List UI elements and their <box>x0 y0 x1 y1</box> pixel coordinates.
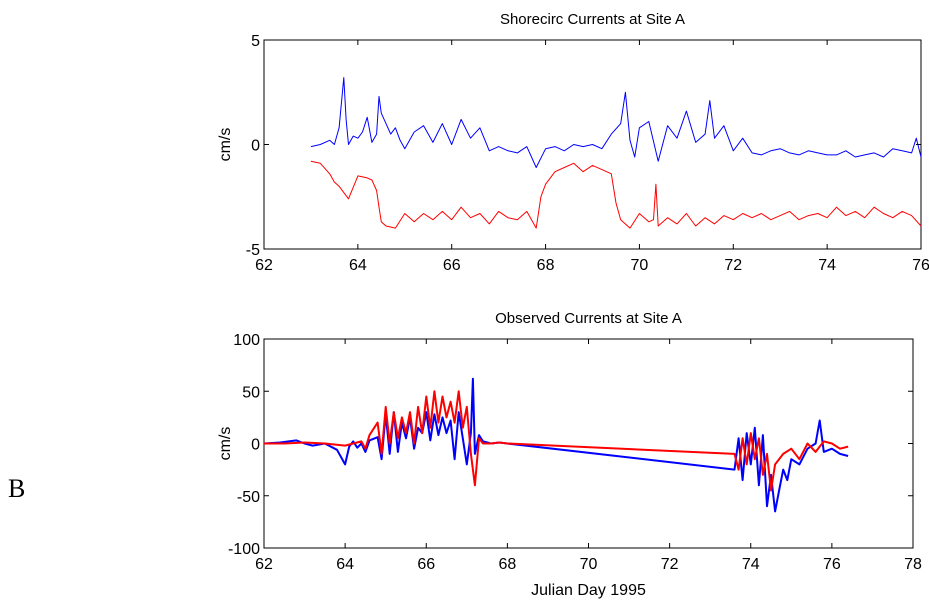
x-tick-label: 78 <box>904 556 922 573</box>
series-line-red <box>264 390 849 492</box>
y-tick-label: -5 <box>246 242 260 259</box>
y-tick-label: 100 <box>233 332 260 349</box>
y-tick-label: -100 <box>228 541 260 558</box>
x-tick-label: 74 <box>742 556 760 573</box>
panel-letter: B <box>8 474 26 503</box>
chart-shorecirc: 62 64 66 68 70 72 74 76 -5 0 5 Shorecirc Currents a… <box>217 11 929 274</box>
series-line-blue <box>310 77 922 168</box>
y-axis-label: cm/s <box>217 427 234 461</box>
chart-title: Observed Currents at Site A <box>495 310 682 327</box>
chart-observed: 62 64 66 68 70 72 74 76 78 -100 -50 0 50 100 Observed … <box>217 310 922 599</box>
x-tick-label: 72 <box>661 556 679 573</box>
x-tick-label: 62 <box>255 257 273 274</box>
x-tick-label: 74 <box>818 257 836 274</box>
x-tick-label: 62 <box>255 556 273 573</box>
x-tick-label: 76 <box>823 556 841 573</box>
y-tick-label: 0 <box>251 437 260 454</box>
x-tick-label: 66 <box>443 257 461 274</box>
x-tick-label: 68 <box>498 556 516 573</box>
y-tick-label: 5 <box>251 33 260 50</box>
x-tick-label: 68 <box>537 257 555 274</box>
y-tick-label: 0 <box>251 138 260 155</box>
x-axis-label: Julian Day 1995 <box>531 582 646 599</box>
x-tick-label: 66 <box>417 556 435 573</box>
x-tick-label: 72 <box>724 257 742 274</box>
y-tick-label: -50 <box>237 489 260 506</box>
x-tick-label: 76 <box>912 257 929 274</box>
chart-title: Shorecirc Currents at Site A <box>500 11 685 28</box>
x-tick-label: 70 <box>631 257 649 274</box>
x-tick-label: 64 <box>336 556 354 573</box>
y-tick-label: 50 <box>242 384 260 401</box>
y-axis-label: cm/s <box>217 128 234 162</box>
x-tick-label: 70 <box>580 556 598 573</box>
series-line-red <box>310 160 922 229</box>
series-line-blue <box>263 377 849 513</box>
x-tick-label: 64 <box>349 257 367 274</box>
